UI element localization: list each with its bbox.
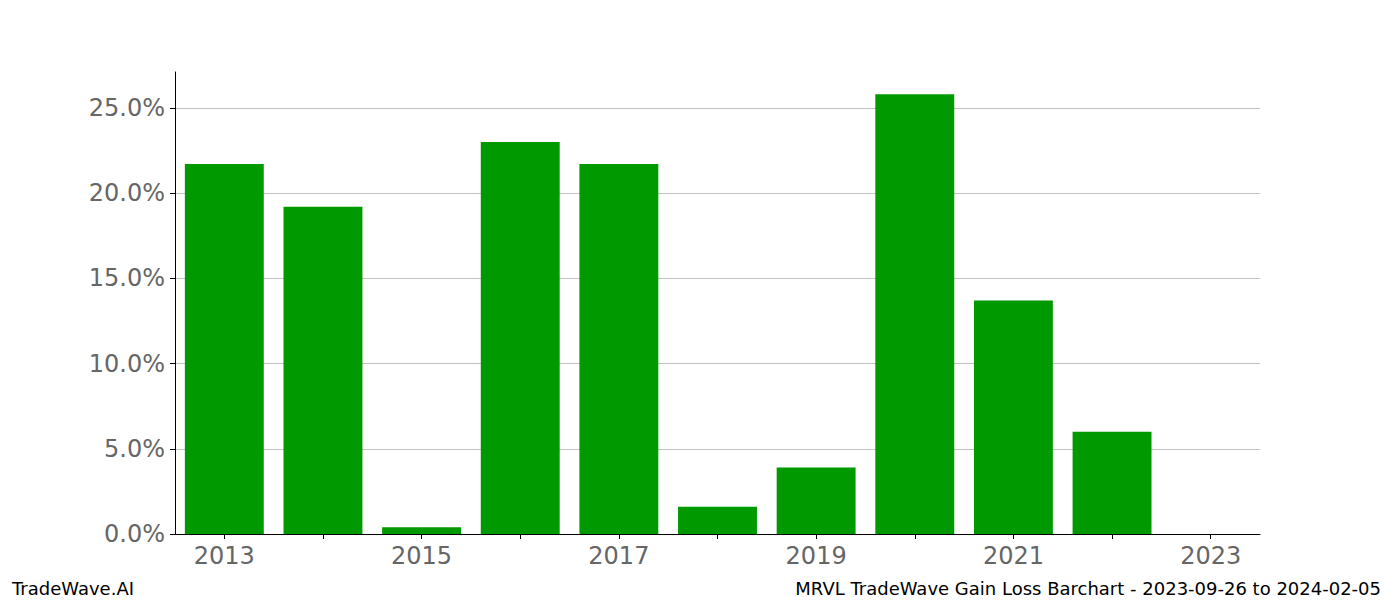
svg-text:20.0%: 20.0% (89, 179, 165, 207)
svg-text:2017: 2017 (588, 542, 649, 570)
svg-text:25.0%: 25.0% (89, 94, 165, 122)
svg-text:MRVL TradeWave Gain Loss Barch: MRVL TradeWave Gain Loss Barchart - 2023… (795, 578, 1381, 599)
svg-text:2021: 2021 (983, 542, 1044, 570)
svg-text:2023: 2023 (1180, 542, 1241, 570)
svg-text:0.0%: 0.0% (104, 520, 165, 548)
svg-text:TradeWave.AI: TradeWave.AI (11, 578, 134, 599)
svg-text:2015: 2015 (391, 542, 452, 570)
svg-text:2013: 2013 (194, 542, 255, 570)
svg-text:10.0%: 10.0% (89, 350, 165, 378)
svg-text:2019: 2019 (786, 542, 847, 570)
svg-text:15.0%: 15.0% (89, 264, 165, 292)
svg-text:5.0%: 5.0% (104, 435, 165, 463)
